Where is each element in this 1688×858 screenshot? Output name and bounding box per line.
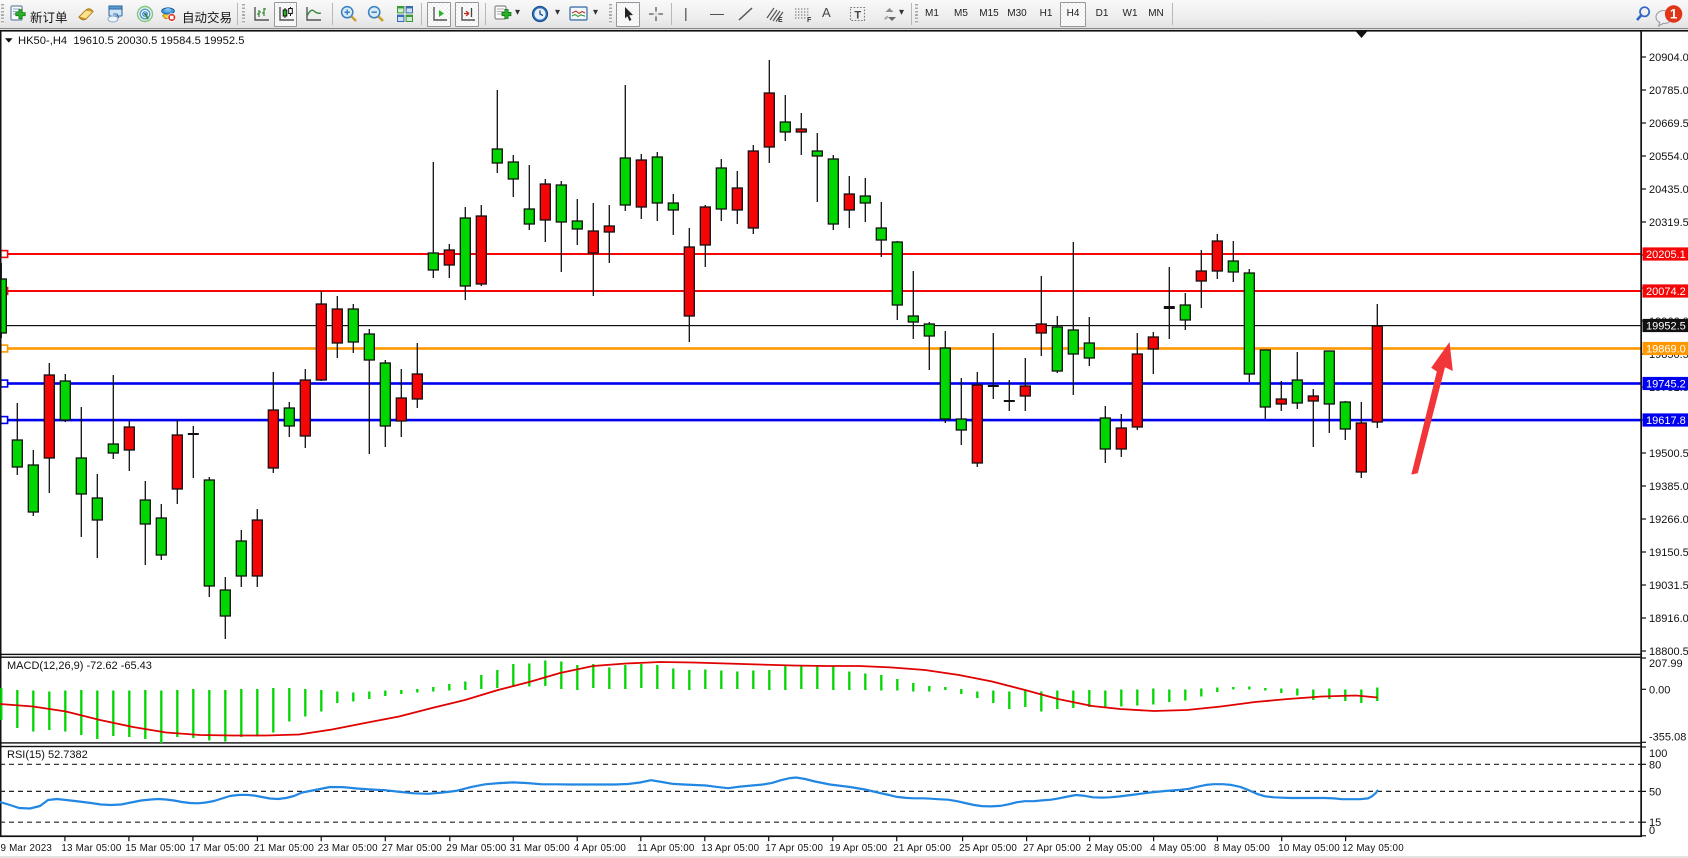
svg-text:17 Mar 05:00: 17 Mar 05:00 (189, 843, 249, 854)
svg-text:8 May 05:00: 8 May 05:00 (1214, 843, 1270, 854)
svg-text:19952.5: 19952.5 (1646, 321, 1686, 333)
svg-text:21 Mar 05:00: 21 Mar 05:00 (254, 843, 314, 854)
svg-text:27 Apr 05:00: 27 Apr 05:00 (1023, 843, 1081, 854)
svg-text:100: 100 (1649, 748, 1667, 760)
svg-text:12 May 05:00: 12 May 05:00 (1342, 843, 1404, 854)
svg-text:20074.2: 20074.2 (1646, 286, 1686, 298)
svg-text:-355.08: -355.08 (1649, 732, 1686, 744)
svg-text:20554.0: 20554.0 (1649, 151, 1688, 163)
svg-text:RSI(15) 52.7382: RSI(15) 52.7382 (7, 749, 88, 761)
svg-text:20205.1: 20205.1 (1646, 249, 1686, 261)
svg-text:207.99: 207.99 (1649, 658, 1683, 670)
svg-text:13 Apr 05:00: 13 Apr 05:00 (701, 843, 759, 854)
svg-text:13 Mar 05:00: 13 Mar 05:00 (61, 843, 121, 854)
svg-text:18916.0: 18916.0 (1649, 613, 1688, 625)
svg-text:20669.5: 20669.5 (1649, 118, 1688, 130)
svg-text:18800.5: 18800.5 (1649, 646, 1688, 658)
svg-text:E: E (778, 17, 783, 23)
svg-text:19385.0: 19385.0 (1649, 481, 1688, 493)
svg-text:4 May 05:00: 4 May 05:00 (1150, 843, 1206, 854)
svg-text:23 Mar 05:00: 23 Mar 05:00 (318, 843, 378, 854)
svg-text:19500.5: 19500.5 (1649, 448, 1688, 460)
svg-text:31 Mar 05:00: 31 Mar 05:00 (510, 843, 570, 854)
svg-text:15 Mar 05:00: 15 Mar 05:00 (125, 843, 185, 854)
svg-text:19869.0: 19869.0 (1646, 344, 1686, 356)
svg-text:25 Apr 05:00: 25 Apr 05:00 (959, 843, 1017, 854)
svg-text:2 May 05:00: 2 May 05:00 (1086, 843, 1142, 854)
svg-text:MACD(12,26,9) -72.62 -65.43: MACD(12,26,9) -72.62 -65.43 (7, 660, 152, 672)
svg-text:4 Apr 05:00: 4 Apr 05:00 (574, 843, 627, 854)
svg-text:20904.0: 20904.0 (1649, 52, 1688, 64)
svg-text:19150.5: 19150.5 (1649, 547, 1688, 559)
svg-text:15: 15 (1649, 817, 1661, 829)
svg-text:19266.0: 19266.0 (1649, 514, 1688, 526)
svg-text:0.00: 0.00 (1649, 684, 1670, 696)
svg-text:HK50-,H4 19610.5 20030.5 1958: HK50-,H4 19610.5 20030.5 19584.5 19952.5 (18, 35, 244, 47)
svg-text:19617.8: 19617.8 (1646, 415, 1686, 427)
svg-text:80: 80 (1649, 759, 1661, 771)
svg-text:17 Apr 05:00: 17 Apr 05:00 (765, 843, 823, 854)
svg-text:T: T (854, 10, 861, 22)
svg-text:10 May 05:00: 10 May 05:00 (1278, 843, 1340, 854)
svg-text:20319.5: 20319.5 (1649, 217, 1688, 229)
svg-text:0: 0 (1649, 825, 1655, 837)
svg-text:29 Mar 05:00: 29 Mar 05:00 (446, 843, 506, 854)
svg-text:50: 50 (1649, 786, 1661, 798)
svg-text:19 Apr 05:00: 19 Apr 05:00 (829, 843, 887, 854)
svg-text:20785.0: 20785.0 (1649, 85, 1688, 97)
svg-text:20435.0: 20435.0 (1649, 184, 1688, 196)
svg-text:11 Apr 05:00: 11 Apr 05:00 (637, 843, 695, 854)
svg-text:1: 1 (1670, 7, 1678, 22)
svg-text:9 Mar 2023: 9 Mar 2023 (1, 843, 53, 854)
svg-text:21 Apr 05:00: 21 Apr 05:00 (893, 843, 951, 854)
svg-text:19745.2: 19745.2 (1646, 379, 1686, 391)
svg-text:27 Mar 05:00: 27 Mar 05:00 (382, 843, 442, 854)
svg-text:F: F (807, 17, 812, 23)
svg-text:19031.5: 19031.5 (1649, 580, 1688, 592)
